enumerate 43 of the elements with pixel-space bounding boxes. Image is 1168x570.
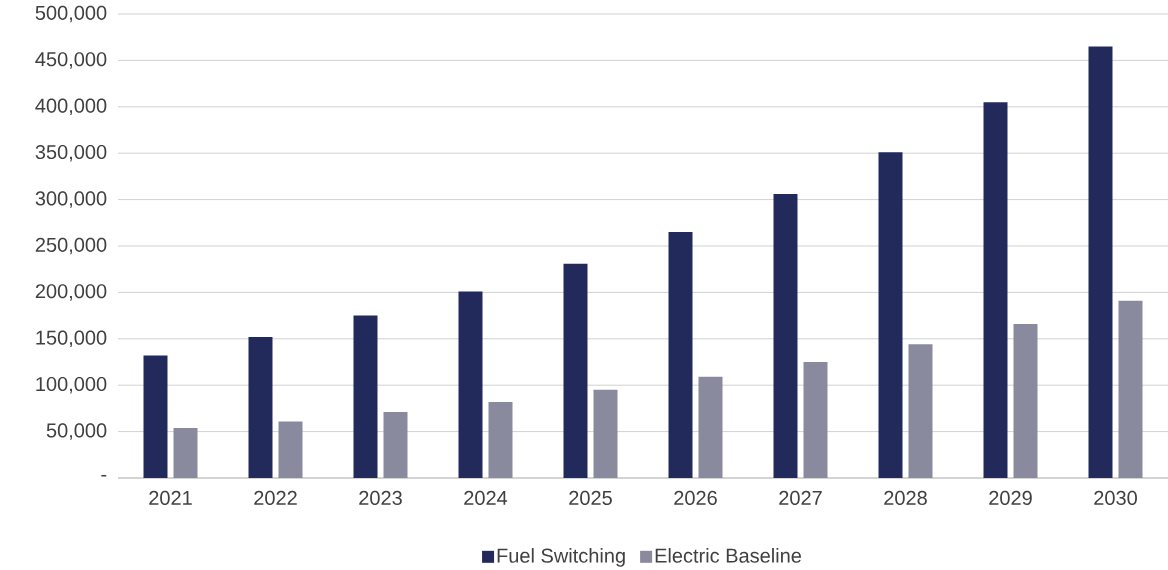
bar bbox=[668, 232, 693, 478]
legend-label: Fuel Switching bbox=[497, 548, 625, 567]
x-tick-label: 2027 bbox=[779, 490, 822, 506]
x-tick-label: 2030 bbox=[1094, 490, 1137, 506]
bar bbox=[698, 376, 723, 478]
bar bbox=[143, 355, 168, 478]
y-tick-label: 50,000 bbox=[46, 423, 107, 440]
x-tick-label: 2023 bbox=[359, 490, 402, 506]
bar bbox=[488, 401, 513, 478]
x-tick-label: 2024 bbox=[464, 490, 508, 506]
y-tick-label: 200,000 bbox=[35, 284, 107, 301]
bar bbox=[458, 291, 483, 478]
x-tick-label: 2029 bbox=[989, 490, 1032, 506]
y-tick-label: 150,000 bbox=[36, 330, 107, 348]
bar bbox=[173, 427, 198, 478]
bar bbox=[278, 421, 303, 478]
bar bbox=[353, 315, 378, 478]
x-tick-label: 2025 bbox=[569, 490, 612, 506]
y-tick-label: 300,000 bbox=[35, 191, 107, 208]
bar bbox=[803, 362, 828, 478]
x-tick-label: 2028 bbox=[884, 490, 927, 506]
legend-label: Electric Baseline bbox=[655, 548, 802, 563]
bar bbox=[593, 389, 618, 478]
bar bbox=[1118, 300, 1143, 478]
y-tick-label: 250,000 bbox=[35, 237, 107, 255]
bar bbox=[1013, 323, 1038, 478]
bar bbox=[908, 344, 933, 478]
x-tick-label: 2022 bbox=[254, 490, 297, 506]
y-tick-label: 450,000 bbox=[35, 52, 107, 69]
bar bbox=[383, 412, 408, 478]
x-tick-label: 2021 bbox=[149, 490, 192, 506]
bar bbox=[878, 152, 903, 478]
bar bbox=[1088, 46, 1113, 478]
y-tick-label: 400,000 bbox=[35, 98, 107, 116]
y-tick-label: 100,000 bbox=[36, 376, 107, 394]
x-tick-label: 2026 bbox=[674, 490, 717, 506]
bar bbox=[773, 194, 798, 478]
y-tick-label: 500,000 bbox=[35, 5, 107, 23]
y-tick-label: - bbox=[101, 474, 107, 477]
y-tick-label: 350,000 bbox=[35, 144, 107, 162]
bar bbox=[983, 102, 1008, 478]
bar bbox=[248, 336, 273, 478]
bar bbox=[563, 263, 588, 478]
